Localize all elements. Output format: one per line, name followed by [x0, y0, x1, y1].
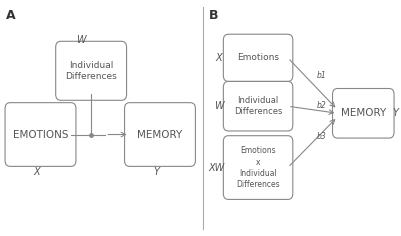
Text: W: W	[76, 35, 86, 45]
Text: EMOTIONS: EMOTIONS	[13, 130, 68, 139]
Text: Individual
Differences: Individual Differences	[65, 61, 117, 81]
Text: B: B	[209, 9, 218, 22]
FancyBboxPatch shape	[332, 88, 394, 138]
FancyBboxPatch shape	[223, 81, 293, 131]
FancyBboxPatch shape	[223, 34, 293, 81]
Text: X: X	[215, 53, 222, 63]
FancyBboxPatch shape	[56, 41, 127, 100]
Text: MEMORY: MEMORY	[138, 130, 182, 139]
Text: Y: Y	[153, 167, 159, 177]
FancyBboxPatch shape	[5, 103, 76, 166]
Text: X: X	[33, 167, 40, 177]
FancyBboxPatch shape	[125, 103, 195, 166]
Text: MEMORY: MEMORY	[341, 108, 386, 118]
FancyBboxPatch shape	[223, 136, 293, 199]
Text: Emotions
x
Individual
Differences: Emotions x Individual Differences	[236, 146, 280, 189]
Text: b3: b3	[317, 132, 326, 141]
Text: Emotions: Emotions	[237, 53, 279, 62]
Text: A: A	[6, 9, 16, 22]
Text: b2: b2	[317, 101, 326, 110]
Text: W: W	[214, 101, 223, 111]
Text: Y: Y	[392, 108, 398, 118]
Text: XW: XW	[208, 163, 225, 173]
Text: b1: b1	[317, 71, 326, 80]
Text: Individual
Differences: Individual Differences	[234, 96, 282, 116]
